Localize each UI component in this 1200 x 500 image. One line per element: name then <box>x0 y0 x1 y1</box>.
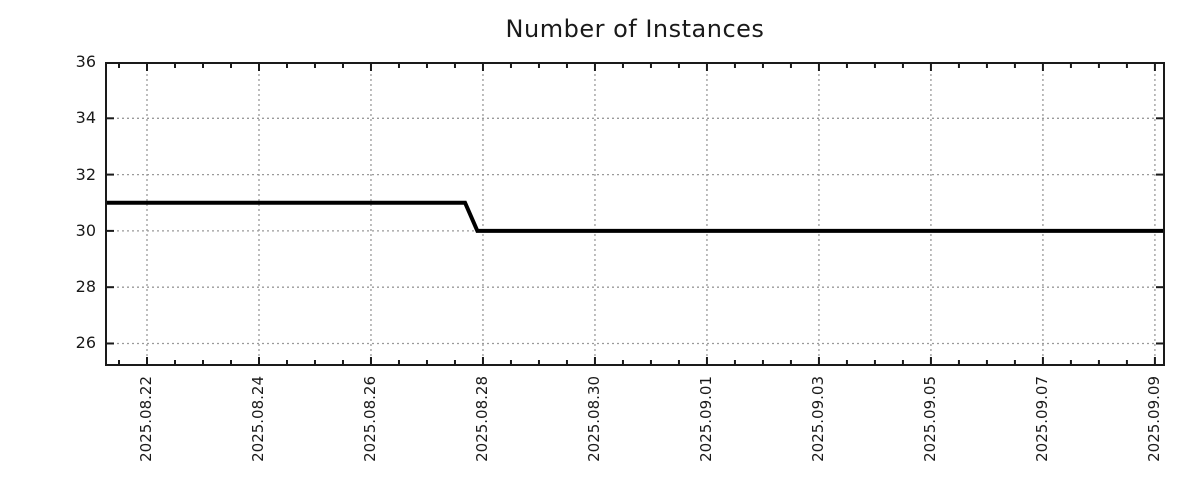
x-tick-label: 2025.08.30 <box>584 376 603 462</box>
y-tick-label: 32 <box>75 164 96 184</box>
y-tick-label: 30 <box>75 220 96 240</box>
y-tick-label: 36 <box>75 52 96 71</box>
plot-svg <box>105 62 1165 366</box>
chart-title: Number of Instances <box>505 15 765 43</box>
plot-area <box>105 62 1165 366</box>
x-tick-label: 2025.09.03 <box>808 376 827 462</box>
x-tick-label: 2025.08.28 <box>472 376 491 462</box>
x-tick-label: 2025.08.22 <box>136 376 155 462</box>
x-tick-label: 2025.09.05 <box>920 376 939 462</box>
y-tick-label: 26 <box>75 333 96 353</box>
y-tick-label: 34 <box>75 108 96 128</box>
plot-border <box>105 62 1165 366</box>
x-tick-label: 2025.08.24 <box>248 376 267 462</box>
x-tick-label: 2025.09.07 <box>1032 376 1051 462</box>
x-tick-label: 2025.09.09 <box>1144 376 1163 462</box>
x-tick-label: 2025.08.26 <box>360 376 379 462</box>
data-line <box>105 200 1165 233</box>
x-tick-label: 2025.09.01 <box>696 376 715 462</box>
y-tick-label: 28 <box>75 277 96 297</box>
